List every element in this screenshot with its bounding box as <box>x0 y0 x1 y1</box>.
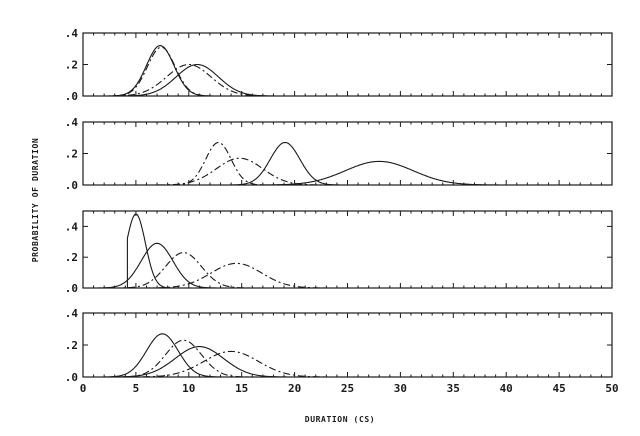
panel-2-series-1-line <box>83 141 612 186</box>
x-tick-label: 10 <box>182 382 195 395</box>
y-tick-label: .4 <box>65 307 79 320</box>
panel-2-series-3-line <box>83 141 612 186</box>
panel-1-series-2-line <box>83 46 612 97</box>
panel-3-frame <box>82 210 613 289</box>
panel-3-series-1-line <box>126 213 612 289</box>
panel-1-frame <box>82 32 613 97</box>
y-tick-label: .0 <box>65 179 78 192</box>
panel-1-series-3-line <box>83 63 612 97</box>
y-tick-label: .2 <box>65 251 78 264</box>
panel-4: .0 .2 .4 <box>65 307 613 384</box>
x-tick-label: 5 <box>133 382 140 395</box>
panel-4-series-4-line <box>83 350 612 378</box>
x-tick-label: 50 <box>605 382 618 395</box>
x-axis-title: DURATION (CS) <box>305 415 375 424</box>
x-tick-label: 15 <box>235 382 248 395</box>
y-tick-label: .4 <box>65 220 79 233</box>
panel-2: .0 .2 .4 <box>65 116 613 192</box>
y-tick-label: .4 <box>65 27 79 40</box>
y-tick-label: .0 <box>65 90 78 103</box>
panel-1: .0 .2 .4 <box>65 27 613 103</box>
panel-3: .0 .2 .4 <box>65 210 613 295</box>
panel-3-series-4-line <box>83 262 612 289</box>
chart-panels: .0 .2 .4 .0 .2 .4 .0 .2 .4 .0 .2 .4 <box>65 27 613 384</box>
x-tick-label: 40 <box>500 382 513 395</box>
x-tick-label: 20 <box>288 382 301 395</box>
y-axis-title: PROBABILITY OF DURATION <box>31 138 40 263</box>
y-tick-label: .0 <box>65 282 78 295</box>
panel-4-series-2-line <box>83 339 612 378</box>
x-tick-label: 30 <box>394 382 407 395</box>
panel-2-series-4-line <box>83 160 612 186</box>
x-tick-label: 45 <box>552 382 565 395</box>
y-tick-label: .0 <box>65 371 78 384</box>
y-tick-label: .2 <box>65 59 78 72</box>
panel-4-series-1-line <box>83 333 612 378</box>
x-tick-label: 25 <box>341 382 354 395</box>
panel-3-series-3-line <box>83 252 612 289</box>
panel-1-series-4-line <box>83 63 612 97</box>
y-tick-label: .2 <box>65 148 78 161</box>
y-tick-label: .4 <box>65 116 79 129</box>
x-axis: 0 5 10 15 20 25 30 35 40 45 50 <box>80 382 619 395</box>
x-tick-label: 0 <box>80 382 87 395</box>
x-tick-label: 35 <box>447 382 460 395</box>
y-tick-label: .2 <box>65 339 78 352</box>
panel-3-series-2-line <box>83 242 612 289</box>
panel-2-frame <box>82 121 613 186</box>
